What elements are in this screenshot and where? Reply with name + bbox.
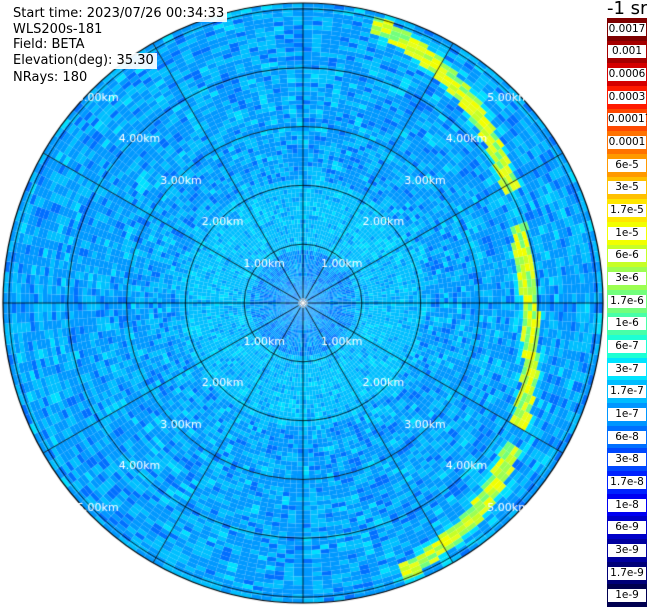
nrays-label: NRays: 180 [10, 70, 91, 86]
colorbar-swatch: 0.001 [607, 40, 647, 64]
start-time-label: Start time: 2023/07/26 00:34:33 [10, 6, 228, 22]
colorbar-tick-label: 0.00017 [608, 113, 647, 127]
colorbar-swatch: 0.0006 [607, 63, 647, 87]
colorbar-swatch: 1.7e-9 [607, 561, 647, 585]
colorbar-tick-label: 3e-7 [608, 362, 646, 376]
colorbar-swatch: 0.0001 [607, 131, 647, 155]
colorbar-swatch: 1.7e-7 [607, 380, 647, 404]
colorbar-swatch: 3e-7 [607, 357, 647, 381]
colorbar-swatch: 0.0003 [607, 85, 647, 110]
colorbar-tick-label: 0.0017 [608, 22, 646, 36]
colorbar: 0.0017 0.001 0.0006 0.0003 0.00017 0.0001 6e-5… [607, 18, 647, 607]
colorbar-tick-label: 6e-7 [608, 339, 646, 353]
colorbar-swatch: 1e-8 [607, 493, 647, 517]
instrument-label: WLS200s-181 [10, 22, 106, 38]
colorbar-tick-label: 6e-6 [608, 249, 646, 263]
colorbar-tick-label: 1e-8 [608, 498, 646, 512]
colorbar-swatch: 6e-9 [607, 516, 647, 540]
colorbar-tick-label: 3e-5 [608, 181, 646, 195]
colorbar-tick-label: 1.7e-6 [608, 294, 646, 308]
colorbar-tick-label: 3e-6 [608, 272, 646, 285]
ppi-polar-plot [0, 0, 607, 607]
colorbar-swatch: 1.7e-8 [607, 471, 647, 495]
colorbar-tick-label: 6e-5 [608, 158, 646, 172]
colorbar-tick-label: 6e-8 [608, 430, 646, 444]
colorbar-swatch: 1.7e-5 [607, 199, 647, 223]
colorbar-swatch: 3e-8 [607, 448, 647, 472]
colorbar-swatch: 6e-6 [607, 244, 647, 268]
colorbar-swatch: 1e-5 [607, 221, 647, 246]
colorbar-swatch: 6e-7 [607, 335, 647, 359]
colorbar-tick-label: 3e-8 [608, 453, 646, 467]
colorbar-swatch: 1.7e-6 [607, 289, 647, 313]
colorbar-swatch: 0.0017 [607, 18, 647, 42]
colorbar-swatch: 6e-5 [607, 153, 647, 178]
colorbar-tick-label: 1e-6 [608, 317, 646, 331]
colorbar-swatch: 3e-5 [607, 176, 647, 200]
colorbar-tick-label: 1e-9 [608, 589, 646, 603]
colorbar-tick-label: 1.7e-5 [608, 204, 646, 218]
colorbar-tick-label: 1.7e-7 [608, 385, 646, 399]
colorbar-tick-label: 0.0001 [608, 136, 646, 150]
colorbar-tick-label: 1e-5 [608, 226, 646, 240]
colorbar-swatch: 0.00017 [607, 108, 647, 132]
colorbar-unit-label: -1 sr [607, 0, 647, 19]
colorbar-tick-label: 3e-9 [608, 543, 646, 557]
colorbar-tick-label: 6e-9 [608, 521, 646, 535]
colorbar-swatch: 1e-6 [607, 312, 647, 336]
colorbar-tick-label: 0.0003 [608, 90, 646, 104]
elevation-label: Elevation(deg): 35.30 [10, 53, 157, 69]
colorbar-swatch: 3e-6 [607, 267, 647, 291]
colorbar-tick-label: 1e-7 [608, 407, 646, 421]
colorbar-tick-label: 1.7e-9 [608, 566, 646, 580]
colorbar-swatch: 6e-8 [607, 425, 647, 449]
field-label: Field: BETA [10, 37, 88, 53]
colorbar-tick-label: 0.001 [608, 45, 646, 59]
colorbar-swatch: 1e-7 [607, 403, 647, 427]
colorbar-tick-label: 1.7e-8 [608, 475, 646, 489]
colorbar-tick-label: 0.0006 [608, 68, 646, 82]
colorbar-swatch: 1e-9 [607, 584, 647, 607]
colorbar-swatch: 3e-9 [607, 539, 647, 563]
